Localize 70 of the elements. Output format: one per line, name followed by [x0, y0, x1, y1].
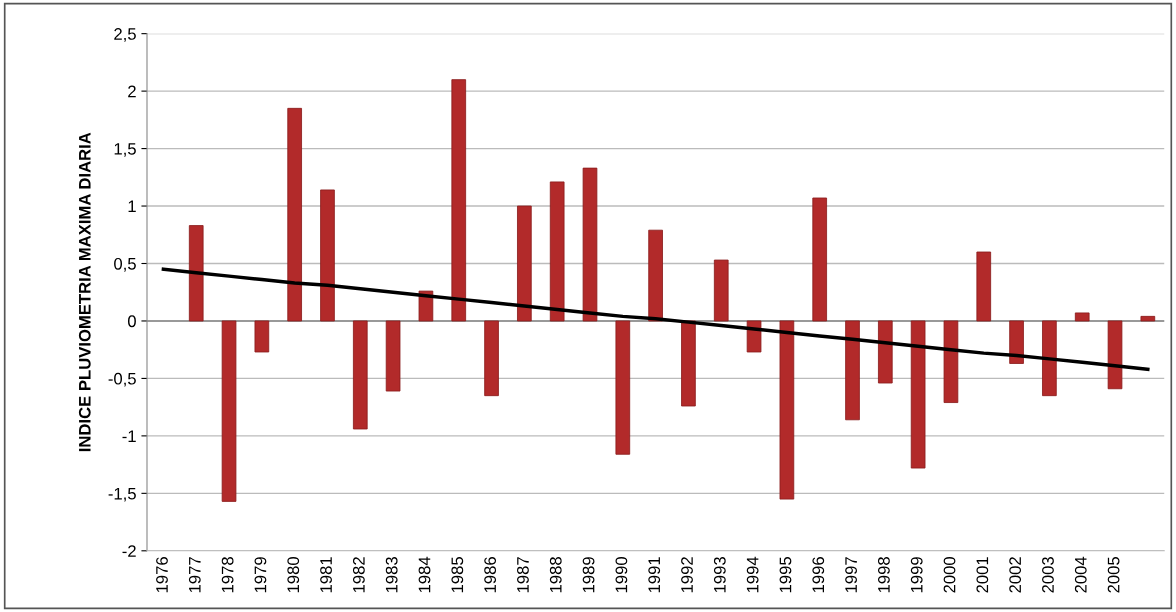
bar: [1107, 320, 1123, 390]
y-tick-label: 2,5: [114, 28, 136, 42]
x-tick-label: 2005: [1107, 557, 1120, 593]
bar: [812, 197, 827, 322]
x-tick-label: 1995: [779, 557, 792, 593]
bar: [385, 320, 401, 392]
x-tick-label: 2000: [943, 557, 956, 593]
y-axis-title: INDICE PLUVIOMETRIA MAXIMA DIARIA: [78, 132, 91, 452]
x-tick-label: 1984: [418, 556, 431, 593]
bar: [582, 167, 598, 322]
y-tick-label: 0,5: [114, 257, 136, 272]
x-tick-label: 1988: [549, 557, 562, 593]
bar: [484, 320, 499, 397]
bar: [648, 229, 663, 322]
y-tick-label: -1: [122, 430, 136, 442]
line-series: [161, 267, 1150, 371]
bar: [910, 320, 926, 469]
x-tick-label: 2001: [976, 557, 989, 593]
x-tick-label: 1996: [812, 557, 825, 593]
y-tick-label: 0: [127, 315, 136, 328]
x-tick-label: 1997: [845, 557, 857, 593]
bar: [352, 320, 368, 430]
x-tick-label: 1978: [221, 557, 234, 593]
x-tick-label: 2004: [1074, 556, 1087, 593]
x-tick-label: 1993: [713, 557, 726, 593]
bar: [845, 320, 860, 421]
x-tick-label: 1990: [615, 557, 628, 593]
bar: [1074, 312, 1090, 322]
bar: [1009, 320, 1024, 364]
y-tick-label: 2: [128, 85, 136, 98]
y-tick-label: -2: [122, 545, 136, 557]
bar: [943, 320, 959, 403]
x-tick-label: 1992: [681, 557, 693, 593]
x-tick-label: 1982: [352, 557, 365, 593]
bar: [1140, 315, 1156, 322]
x-tick-label: 1977: [188, 557, 201, 593]
bar: [615, 320, 631, 455]
x-tick-label: 2002: [1009, 557, 1022, 593]
bar: [878, 320, 893, 384]
bar: [517, 205, 532, 322]
bar: [779, 320, 795, 500]
x-tick-label: 1979: [254, 557, 267, 593]
bar: [713, 259, 729, 322]
x-tick-label: 2003: [1042, 557, 1054, 593]
x-tick-label: 1998: [877, 557, 890, 593]
y-tick-label: 1,5: [114, 143, 136, 157]
bar: [681, 320, 696, 407]
bar: [254, 320, 270, 353]
bar: [188, 225, 204, 322]
x-tick-label: 1976: [156, 557, 168, 593]
bar: [451, 79, 467, 322]
bar: [287, 107, 302, 322]
x-tick-label: 1994: [746, 556, 759, 593]
x-tick-label: 1983: [385, 557, 398, 593]
x-tick-label: 1987: [517, 557, 529, 593]
y-tick-label: -0,5: [108, 372, 136, 387]
bar: [320, 189, 335, 322]
x-tick-label: 1991: [648, 557, 661, 593]
x-tick-label: 1985: [451, 557, 464, 593]
bar: [221, 320, 237, 502]
bar: [1042, 320, 1057, 397]
x-tick-label: 1986: [484, 557, 497, 593]
y-tick-label: -1,5: [108, 487, 136, 502]
x-tick-label: 1980: [287, 557, 300, 593]
bar: [976, 251, 992, 322]
y-tick-label: 1: [128, 200, 136, 213]
x-tick-label: 1999: [910, 557, 923, 593]
x-tick-label: 1989: [582, 557, 595, 593]
bar: [549, 181, 565, 322]
x-tick-label: 1981: [320, 557, 332, 593]
